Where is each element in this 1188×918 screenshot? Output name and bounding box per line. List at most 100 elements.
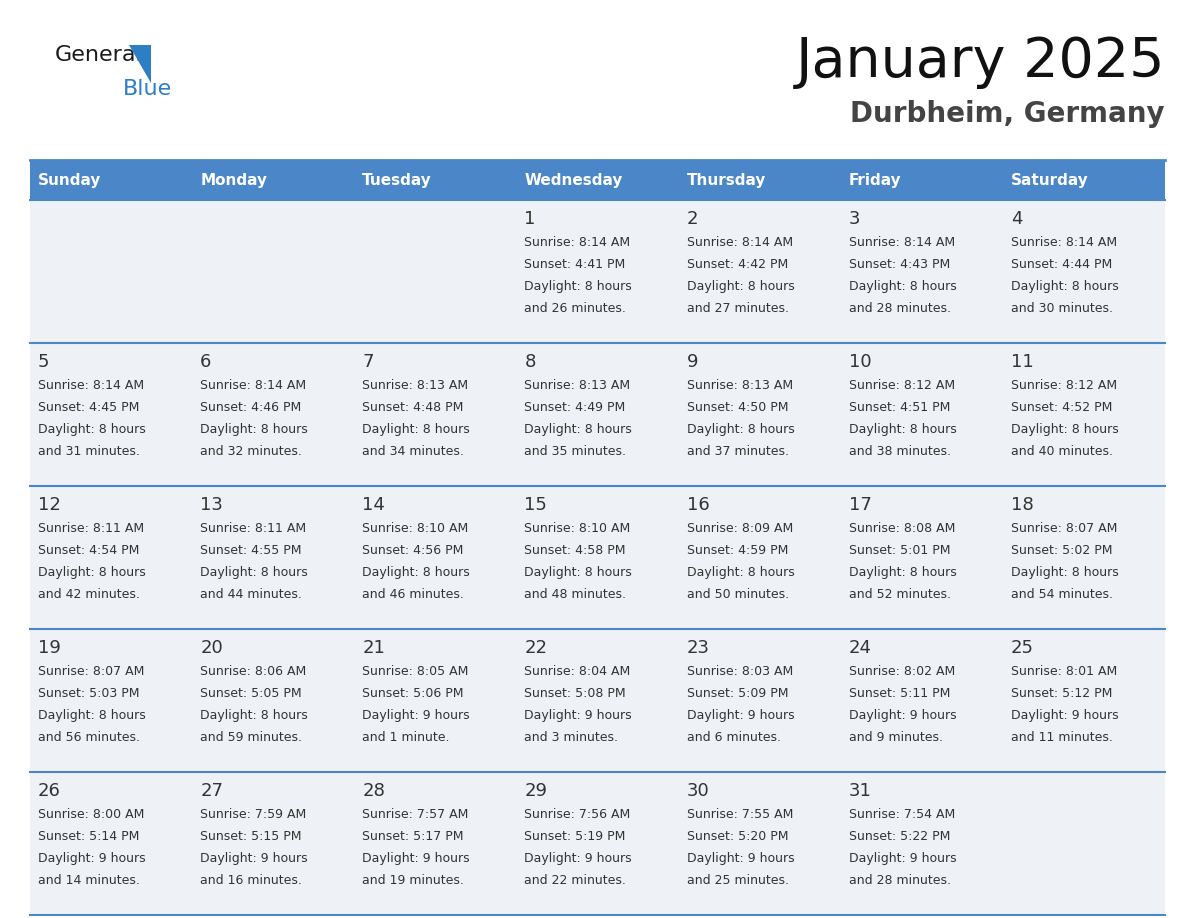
Text: Sunrise: 7:59 AM: Sunrise: 7:59 AM xyxy=(200,808,307,821)
Text: Sunset: 4:52 PM: Sunset: 4:52 PM xyxy=(1011,401,1112,414)
Text: Durbheim, Germany: Durbheim, Germany xyxy=(851,100,1165,128)
Text: Monday: Monday xyxy=(200,173,267,187)
Text: Sunset: 4:58 PM: Sunset: 4:58 PM xyxy=(524,544,626,557)
Text: Friday: Friday xyxy=(848,173,902,187)
Text: and 11 minutes.: and 11 minutes. xyxy=(1011,731,1113,744)
Text: Daylight: 8 hours: Daylight: 8 hours xyxy=(38,709,146,722)
Text: and 3 minutes.: and 3 minutes. xyxy=(524,731,619,744)
Bar xyxy=(30,160,192,200)
Text: 22: 22 xyxy=(524,639,548,657)
Text: Sunrise: 8:09 AM: Sunrise: 8:09 AM xyxy=(687,522,792,535)
Text: Sunrise: 7:56 AM: Sunrise: 7:56 AM xyxy=(524,808,631,821)
Text: Daylight: 8 hours: Daylight: 8 hours xyxy=(687,280,795,293)
Text: Daylight: 8 hours: Daylight: 8 hours xyxy=(38,423,146,436)
Text: 9: 9 xyxy=(687,353,699,371)
Text: and 14 minutes.: and 14 minutes. xyxy=(38,874,140,887)
Text: Sunday: Sunday xyxy=(38,173,101,187)
Text: Sunrise: 8:07 AM: Sunrise: 8:07 AM xyxy=(38,665,145,678)
Text: Sunrise: 8:00 AM: Sunrise: 8:00 AM xyxy=(38,808,145,821)
Text: Sunset: 5:09 PM: Sunset: 5:09 PM xyxy=(687,687,788,700)
Bar xyxy=(354,343,517,486)
Text: Sunset: 4:45 PM: Sunset: 4:45 PM xyxy=(38,401,139,414)
Text: 20: 20 xyxy=(200,639,223,657)
Text: Sunrise: 8:12 AM: Sunrise: 8:12 AM xyxy=(1011,379,1117,392)
Text: and 9 minutes.: and 9 minutes. xyxy=(848,731,943,744)
Text: Sunset: 5:17 PM: Sunset: 5:17 PM xyxy=(362,830,463,843)
Text: Sunrise: 8:14 AM: Sunrise: 8:14 AM xyxy=(524,236,631,249)
Polygon shape xyxy=(129,45,151,83)
Bar xyxy=(192,160,354,200)
Text: Daylight: 8 hours: Daylight: 8 hours xyxy=(200,566,308,579)
Text: Daylight: 8 hours: Daylight: 8 hours xyxy=(1011,566,1119,579)
Text: and 31 minutes.: and 31 minutes. xyxy=(38,445,140,458)
Text: and 26 minutes.: and 26 minutes. xyxy=(524,302,626,315)
Bar xyxy=(354,200,517,343)
Text: Sunset: 4:51 PM: Sunset: 4:51 PM xyxy=(848,401,950,414)
Text: Sunrise: 8:10 AM: Sunrise: 8:10 AM xyxy=(524,522,631,535)
Bar xyxy=(30,486,192,629)
Text: Sunrise: 8:14 AM: Sunrise: 8:14 AM xyxy=(1011,236,1117,249)
Text: and 1 minute.: and 1 minute. xyxy=(362,731,450,744)
Text: Sunset: 4:42 PM: Sunset: 4:42 PM xyxy=(687,258,788,271)
Text: and 19 minutes.: and 19 minutes. xyxy=(362,874,465,887)
Bar xyxy=(517,629,678,772)
Bar xyxy=(192,772,354,915)
Bar xyxy=(30,200,192,343)
Bar xyxy=(517,200,678,343)
Bar xyxy=(841,772,1003,915)
Text: and 22 minutes.: and 22 minutes. xyxy=(524,874,626,887)
Text: Sunset: 4:46 PM: Sunset: 4:46 PM xyxy=(200,401,302,414)
Text: Sunrise: 8:11 AM: Sunrise: 8:11 AM xyxy=(200,522,307,535)
Text: and 52 minutes.: and 52 minutes. xyxy=(848,588,950,601)
Text: Saturday: Saturday xyxy=(1011,173,1088,187)
Text: and 27 minutes.: and 27 minutes. xyxy=(687,302,789,315)
Text: Daylight: 9 hours: Daylight: 9 hours xyxy=(524,852,632,865)
Bar xyxy=(1003,629,1165,772)
Text: Sunset: 5:05 PM: Sunset: 5:05 PM xyxy=(200,687,302,700)
Text: 3: 3 xyxy=(848,210,860,228)
Text: and 38 minutes.: and 38 minutes. xyxy=(848,445,950,458)
Bar xyxy=(517,160,678,200)
Text: Thursday: Thursday xyxy=(687,173,766,187)
Text: Sunrise: 8:12 AM: Sunrise: 8:12 AM xyxy=(848,379,955,392)
Text: January 2025: January 2025 xyxy=(796,35,1165,89)
Text: Sunset: 5:01 PM: Sunset: 5:01 PM xyxy=(848,544,950,557)
Text: and 28 minutes.: and 28 minutes. xyxy=(848,302,950,315)
Bar xyxy=(354,160,517,200)
Bar xyxy=(192,200,354,343)
Bar xyxy=(354,629,517,772)
Text: Daylight: 8 hours: Daylight: 8 hours xyxy=(848,423,956,436)
Bar xyxy=(517,772,678,915)
Text: Sunrise: 8:10 AM: Sunrise: 8:10 AM xyxy=(362,522,468,535)
Bar xyxy=(1003,772,1165,915)
Bar xyxy=(517,343,678,486)
Text: Tuesday: Tuesday xyxy=(362,173,432,187)
Bar xyxy=(354,486,517,629)
Bar xyxy=(841,486,1003,629)
Text: Sunset: 5:14 PM: Sunset: 5:14 PM xyxy=(38,830,139,843)
Bar xyxy=(841,343,1003,486)
Text: Sunrise: 8:14 AM: Sunrise: 8:14 AM xyxy=(687,236,792,249)
Text: Daylight: 9 hours: Daylight: 9 hours xyxy=(362,852,470,865)
Text: Sunset: 4:50 PM: Sunset: 4:50 PM xyxy=(687,401,788,414)
Bar xyxy=(192,343,354,486)
Text: Sunset: 4:55 PM: Sunset: 4:55 PM xyxy=(200,544,302,557)
Bar xyxy=(841,160,1003,200)
Text: and 28 minutes.: and 28 minutes. xyxy=(848,874,950,887)
Text: 8: 8 xyxy=(524,353,536,371)
Bar xyxy=(354,772,517,915)
Text: 6: 6 xyxy=(200,353,211,371)
Text: Daylight: 8 hours: Daylight: 8 hours xyxy=(524,566,632,579)
Text: and 48 minutes.: and 48 minutes. xyxy=(524,588,626,601)
Text: Sunrise: 8:14 AM: Sunrise: 8:14 AM xyxy=(200,379,307,392)
Text: Sunset: 5:06 PM: Sunset: 5:06 PM xyxy=(362,687,463,700)
Text: Sunset: 5:02 PM: Sunset: 5:02 PM xyxy=(1011,544,1112,557)
Text: Sunset: 5:11 PM: Sunset: 5:11 PM xyxy=(848,687,950,700)
Bar xyxy=(30,343,192,486)
Text: 25: 25 xyxy=(1011,639,1034,657)
Bar xyxy=(678,772,841,915)
Text: Sunset: 4:56 PM: Sunset: 4:56 PM xyxy=(362,544,463,557)
Text: 15: 15 xyxy=(524,496,548,514)
Bar xyxy=(678,629,841,772)
Text: and 37 minutes.: and 37 minutes. xyxy=(687,445,789,458)
